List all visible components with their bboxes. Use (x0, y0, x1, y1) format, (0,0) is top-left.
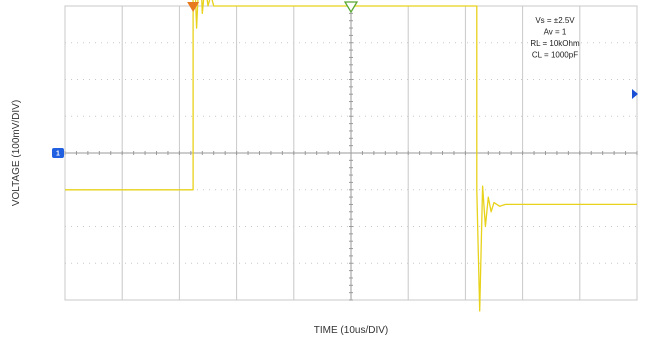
trace-line (65, 0, 637, 312)
time-reference-marker (343, 1, 359, 14)
channel-number: 1 (56, 151, 60, 158)
condition-line: Av = 1 (544, 28, 567, 37)
y-axis-label: VOLTAGE (100mV/DIV) (11, 100, 22, 206)
waveform-trace (65, 0, 637, 312)
scope-markers: 1 (52, 1, 638, 158)
channel-ground-flag (52, 148, 64, 158)
condition-line: RL = 10kOhm (530, 39, 580, 48)
trigger-position-marker (187, 2, 200, 12)
condition-line: Vs = ±2.5V (535, 16, 575, 25)
x-axis-label: TIME (10us/DIV) (314, 325, 388, 336)
graticule (64, 5, 638, 301)
condition-line: CL = 1000pF (532, 51, 578, 60)
test-conditions: Vs = ±2.5V Av = 1 RL = 10kOhm CL = 1000pF (530, 16, 580, 60)
trigger-level-marker (632, 89, 638, 99)
